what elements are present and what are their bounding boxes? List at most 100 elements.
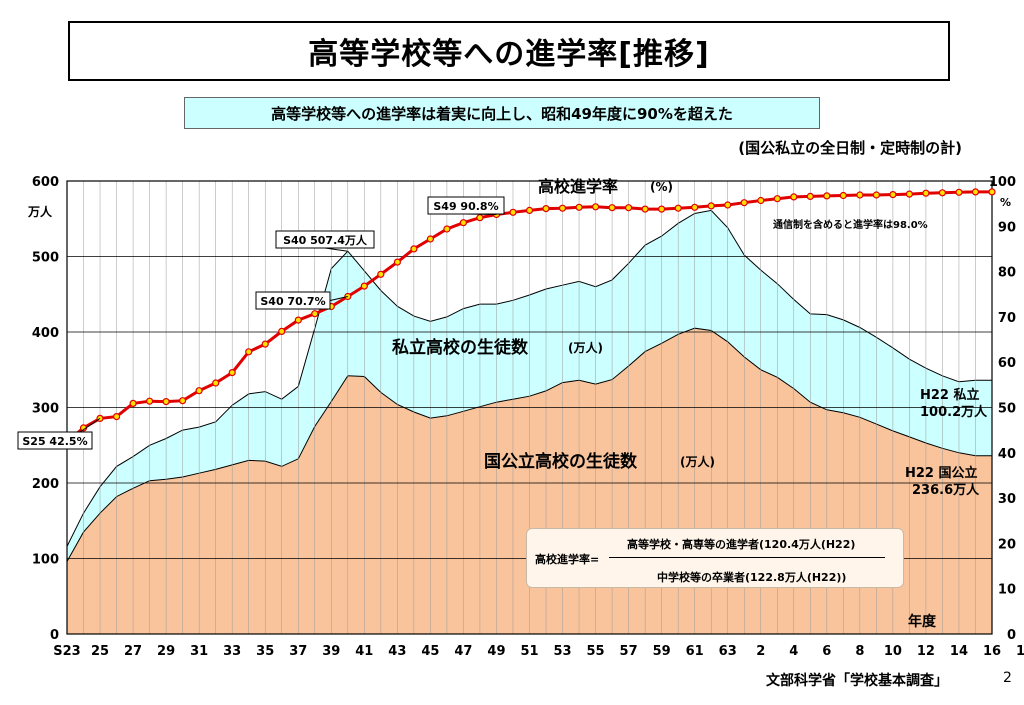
x-axis-tick: 8	[855, 644, 864, 659]
rate-point	[146, 397, 154, 405]
x-axis-tick: S23	[53, 644, 80, 659]
left-axis-tick: 300	[32, 402, 59, 417]
x-axis-tick: 29	[157, 644, 175, 659]
rate-point	[129, 399, 137, 407]
x-axis-tick: 35	[256, 644, 274, 659]
plot-frame	[66, 180, 993, 635]
right-axis-tick: 90	[998, 220, 1016, 235]
x-axis-tick: 61	[686, 644, 704, 659]
x-axis-tick: 47	[454, 644, 472, 659]
x-axis-tick: 37	[289, 644, 307, 659]
h22-private-label-1: H22 私立	[920, 387, 980, 403]
rate-point	[806, 192, 814, 200]
rate-point	[179, 397, 187, 405]
rate-point	[856, 191, 864, 199]
right-axis-tick: 10	[998, 583, 1016, 598]
x-axis-tick: 53	[553, 644, 571, 659]
right-axis-tick: 70	[998, 311, 1016, 326]
rate-point	[377, 270, 385, 278]
s40-students-callout-box	[275, 230, 375, 249]
rate-point	[245, 348, 253, 356]
x-axis-tick: 16	[983, 644, 1001, 659]
plot-border	[66, 180, 993, 635]
chart-title-unit: (%)	[650, 180, 673, 194]
rate-point	[757, 196, 765, 205]
s40-students-callout: S40 507.4万人	[283, 233, 368, 247]
s40-students-callout-leader	[324, 247, 348, 252]
rate-point	[724, 201, 732, 209]
private-series-unit: (万人)	[568, 340, 603, 355]
x-axis-tick: 14	[950, 644, 968, 659]
rate-point	[624, 204, 633, 212]
rate-point	[823, 192, 831, 200]
rate-point	[889, 191, 897, 199]
axes-layer: 0 100 200 300 400 500 600 0 10 20 30 40 50 60 70 80 90 10…	[32, 175, 1024, 659]
rate-point	[162, 398, 170, 406]
rate-point	[112, 413, 121, 421]
rate-point	[294, 316, 302, 324]
rate-point	[509, 208, 517, 216]
x-axis-tick: 25	[91, 644, 109, 659]
x-axis-tick: 12	[917, 644, 935, 659]
right-axis-tick: 40	[998, 447, 1016, 462]
public-series-label: 国公立高校の生徒数	[484, 451, 638, 472]
rate-point	[360, 282, 368, 290]
left-axis-tick: 400	[32, 326, 59, 341]
rate-point	[459, 219, 467, 227]
rate-point	[542, 205, 550, 213]
x-axis-tick: 63	[719, 644, 737, 659]
s40-rate-callout: S40 70.7%	[260, 295, 325, 308]
rate-point	[971, 188, 980, 196]
title-box: 高等学校等への進学率[推移]	[68, 21, 950, 81]
right-axis-tick: 100	[989, 175, 1016, 190]
formula-fraction-line	[609, 557, 885, 558]
rate-point	[790, 193, 798, 201]
x-axis-tick: 59	[653, 644, 671, 659]
page-title: 高等学校等への進学率[推移]	[308, 37, 710, 72]
left-axis-tick: 600	[32, 175, 59, 190]
subtitle-box: 高等学校等への進学率は着実に向上し、昭和49年度に90%を超えた	[184, 97, 820, 129]
right-axis-unit: %	[1000, 196, 1011, 209]
h22-private-label-2: 100.2万人	[920, 404, 988, 420]
x-axis-tick: 49	[487, 644, 505, 659]
x-axis-tick: 4	[789, 644, 798, 659]
x-axis-tick: 51	[520, 644, 538, 659]
x-axis-tick: 33	[223, 644, 241, 659]
x-axis-tick: 18	[1016, 644, 1024, 659]
x-axis-tick: 6	[822, 644, 831, 659]
x-axis-tick: 31	[190, 644, 208, 659]
rate-point	[261, 340, 269, 348]
left-axis-tick: 200	[32, 477, 59, 492]
right-axis-tick: 50	[998, 402, 1016, 417]
right-axis-tick: 0	[1007, 628, 1016, 643]
h22-public-label-2: 236.6万人	[912, 482, 980, 498]
chart-title: 高校進学率	[538, 177, 618, 196]
formula-box: 高校進学率= 高等学校・高専等の進学者(120.4万人(H22) 中学校等の卒業…	[526, 528, 904, 588]
chart-labels-layer: 高校進学率 (%) 私立高校の生徒数 (万人) 国公立高校の生徒数 (万人) 通…	[27, 177, 1011, 630]
x-axis-tick: 27	[124, 644, 142, 659]
rate-point	[426, 235, 434, 243]
rate-point	[988, 188, 996, 196]
rate-point	[278, 327, 286, 335]
rate-point	[707, 202, 715, 210]
s25-rate-callout-box	[17, 431, 93, 450]
rate-point	[195, 387, 203, 395]
s25-rate-callout: S25 42.5%	[22, 435, 87, 448]
rate-point	[443, 225, 451, 233]
public-series-unit: (万人)	[680, 454, 715, 469]
x-axis-tick: 57	[620, 644, 638, 659]
formula-denominator: 中学校等の卒業者(122.8万人(H22))	[657, 571, 847, 584]
rate-point	[773, 195, 781, 203]
x-axis-tick: 39	[322, 644, 340, 659]
h22-public-label-1: H22 国公立	[905, 465, 978, 481]
formula-lhs: 高校進学率=	[535, 553, 600, 566]
rate-point	[674, 204, 682, 212]
scope-note: (国公私立の全日制・定時制の計)	[738, 139, 962, 157]
rate-point	[641, 205, 649, 213]
rate-point	[872, 191, 881, 199]
rate-point	[476, 214, 484, 222]
right-axis-tick: 60	[998, 356, 1016, 371]
x-axis-tick: 55	[587, 644, 605, 659]
rate-point	[691, 203, 699, 211]
left-axis-tick: 100	[32, 553, 59, 568]
